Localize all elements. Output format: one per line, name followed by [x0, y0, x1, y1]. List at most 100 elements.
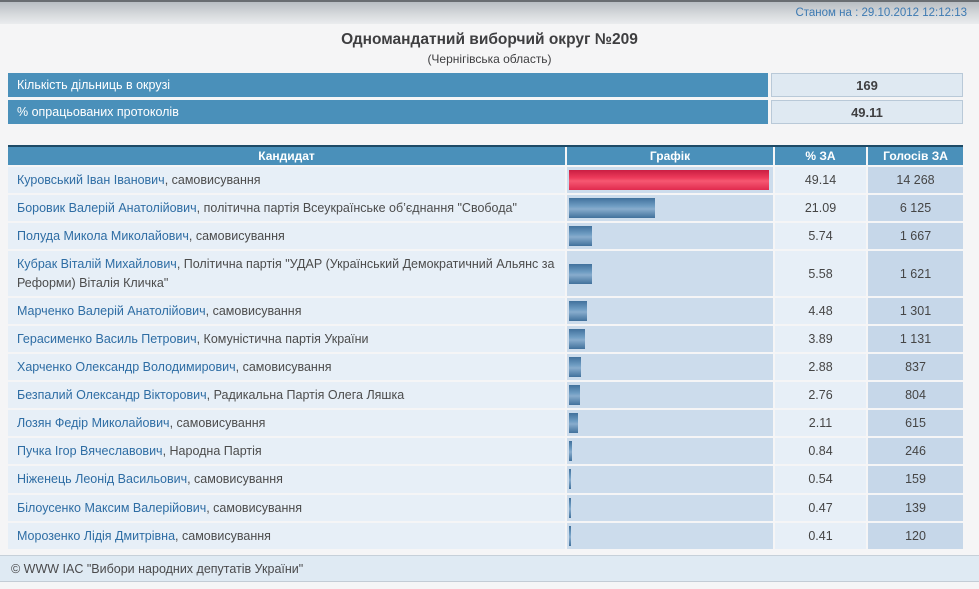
result-bar [569, 385, 580, 406]
candidate-cell: Пучка Ігор Вячеславович, Народна Партія [8, 438, 565, 465]
table-row: Білоусенко Максим Валерійович, самовисув… [8, 494, 963, 521]
candidate-cell: Харченко Олександр Володимирович, самови… [8, 353, 565, 380]
percent-cell: 3.89 [775, 325, 866, 352]
candidate-name-link[interactable]: Білоусенко Максим Валерійович [17, 500, 207, 515]
result-bar [569, 263, 592, 284]
candidate-affiliation: , самовисування [175, 528, 271, 543]
candidate-cell: Марченко Валерій Анатолійович, самовисув… [8, 297, 565, 324]
candidate-affiliation: , самовисування [206, 500, 303, 515]
table-row: Пучка Ігор Вячеславович, Народна Партія … [8, 438, 963, 465]
page-title: Одномандатний виборчий округ №209 [341, 31, 638, 48]
graph-cell [567, 223, 773, 250]
protocols-label: % опрацьованих протоколів [8, 100, 768, 124]
protocols-value: 49.11 [771, 100, 963, 124]
percent-cell: 21.09 [775, 195, 866, 222]
percent-cell: 0.47 [775, 494, 866, 521]
votes-cell: 1 621 [868, 251, 963, 296]
result-bar [569, 170, 769, 191]
result-bar [569, 525, 571, 546]
graph-cell [567, 195, 773, 222]
percent-cell: 2.11 [775, 410, 866, 437]
summary-row-precincts: Кількість дільниць в окрузі 169 [8, 73, 963, 97]
table-row: Марченко Валерій Анатолійович, самовисув… [8, 297, 963, 324]
result-bar [569, 497, 571, 518]
candidate-name-link[interactable]: Ніженець Леонід Васильович [17, 472, 188, 487]
table-row: Кубрак Віталій Михайлович, Політична пар… [8, 251, 963, 296]
table-row: Харченко Олександр Володимирович, самови… [8, 353, 963, 380]
column-header-percent: % ЗА [775, 147, 866, 165]
precincts-value: 169 [771, 73, 963, 97]
candidate-name-link[interactable]: Харченко Олександр Володимирович [17, 359, 236, 374]
candidate-cell: Безпалий Олександр Вікторович, Радикальн… [8, 382, 565, 409]
candidate-cell: Полуда Микола Миколайович, самовисування [8, 223, 565, 250]
candidate-cell: Лозян Федір Миколайович, самовисування [8, 410, 565, 437]
candidate-name-link[interactable]: Полуда Микола Миколайович [17, 229, 189, 244]
summary-table: Кількість дільниць в окрузі 169 % опраць… [8, 73, 963, 124]
votes-cell: 246 [868, 438, 963, 465]
candidate-affiliation: , Народна Партія [162, 444, 262, 459]
percent-cell: 4.48 [775, 297, 866, 324]
graph-cell [567, 466, 773, 493]
votes-cell: 14 268 [868, 167, 963, 194]
result-bar [569, 356, 581, 377]
candidate-name-link[interactable]: Лозян Федір Миколайович [17, 416, 170, 431]
result-bar [569, 469, 571, 490]
graph-cell [567, 410, 773, 437]
results-table: Кандидат Графік % ЗА Голосів ЗА Куровськ… [8, 145, 963, 549]
result-bar [569, 441, 572, 462]
footer-copyright: © WWW IAC "Вибори народних депутатів Укр… [11, 561, 304, 576]
percent-cell: 49.14 [775, 167, 866, 194]
candidate-cell: Білоусенко Максим Валерійович, самовисув… [8, 494, 565, 521]
percent-cell: 0.84 [775, 438, 866, 465]
table-row: Полуда Микола Миколайович, самовисування… [8, 223, 963, 250]
candidate-affiliation: , самовисування [187, 472, 283, 487]
candidate-affiliation: , самовисування [188, 229, 285, 244]
percent-cell: 0.41 [775, 522, 866, 549]
percent-cell: 5.58 [775, 251, 866, 296]
candidate-name-link[interactable]: Герасименко Василь Петрович [17, 331, 197, 346]
percent-cell: 5.74 [775, 223, 866, 250]
candidate-cell: Морозенко Лідія Дмитрівна, самовисування [8, 522, 565, 549]
candidate-affiliation: , самовисування [205, 303, 302, 318]
table-row: Куровський Іван Іванович, самовисування … [8, 167, 963, 194]
votes-cell: 615 [868, 410, 963, 437]
candidate-affiliation: , самовисування [169, 416, 266, 431]
precincts-label: Кількість дільниць в окрузі [8, 73, 768, 97]
votes-cell: 1 667 [868, 223, 963, 250]
percent-cell: 2.76 [775, 382, 866, 409]
candidate-cell: Герасименко Василь Петрович, Комуністичн… [8, 325, 565, 352]
candidate-affiliation: , Політична партія "УДАР (Український Де… [17, 257, 555, 290]
results-body: Куровський Іван Іванович, самовисування … [8, 167, 963, 549]
top-status-bar: Станом на : 29.10.2012 12:12:13 [0, 0, 979, 24]
page-header: Одномандатний виборчий округ №209 (Черні… [0, 31, 979, 66]
result-bar [569, 226, 592, 247]
page-subtitle: (Чернігівська область) [427, 52, 552, 66]
result-bar [569, 413, 578, 434]
candidate-name-link[interactable]: Кубрак Віталій Михайлович [17, 257, 177, 272]
graph-cell [567, 522, 773, 549]
candidate-name-link[interactable]: Безпалий Олександр Вікторович [17, 388, 207, 402]
candidate-affiliation: , самовисування [164, 173, 261, 187]
candidate-cell: Боровик Валерій Анатолійович, політична … [8, 195, 565, 222]
table-row: Боровик Валерій Анатолійович, політична … [8, 195, 963, 222]
candidate-cell: Куровський Іван Іванович, самовисування [8, 167, 565, 194]
graph-cell [567, 297, 773, 324]
votes-cell: 120 [868, 522, 963, 549]
status-timestamp: Станом на : 29.10.2012 12:12:13 [795, 7, 967, 19]
summary-row-protocols: % опрацьованих протоколів 49.11 [8, 100, 963, 124]
graph-cell [567, 438, 773, 465]
table-row: Лозян Федір Миколайович, самовисування 2… [8, 410, 963, 437]
votes-cell: 6 125 [868, 195, 963, 222]
votes-cell: 159 [868, 466, 963, 493]
table-row: Безпалий Олександр Вікторович, Радикальн… [8, 382, 963, 409]
candidate-name-link[interactable]: Боровик Валерій Анатолійович [17, 201, 197, 216]
candidate-name-link[interactable]: Морозенко Лідія Дмитрівна [17, 528, 176, 543]
candidate-name-link[interactable]: Куровський Іван Іванович [17, 173, 165, 187]
candidate-cell: Ніженець Леонід Васильович, самовисуванн… [8, 466, 565, 493]
candidate-name-link[interactable]: Марченко Валерій Анатолійович [17, 303, 206, 318]
candidate-name-link[interactable]: Пучка Ігор Вячеславович [17, 444, 163, 459]
table-row: Герасименко Василь Петрович, Комуністичн… [8, 325, 963, 352]
candidate-cell: Кубрак Віталій Михайлович, Політична пар… [8, 251, 565, 296]
table-row: Морозенко Лідія Дмитрівна, самовисування… [8, 522, 963, 549]
graph-cell [567, 382, 773, 409]
